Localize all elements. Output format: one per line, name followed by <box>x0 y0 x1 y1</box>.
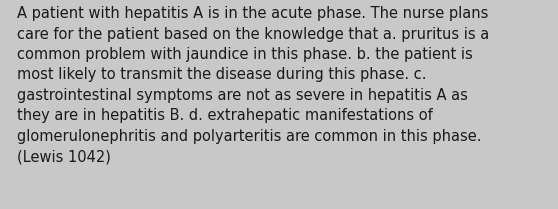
Text: A patient with hepatitis A is in the acute phase. The nurse plans
care for the p: A patient with hepatitis A is in the acu… <box>17 6 489 164</box>
